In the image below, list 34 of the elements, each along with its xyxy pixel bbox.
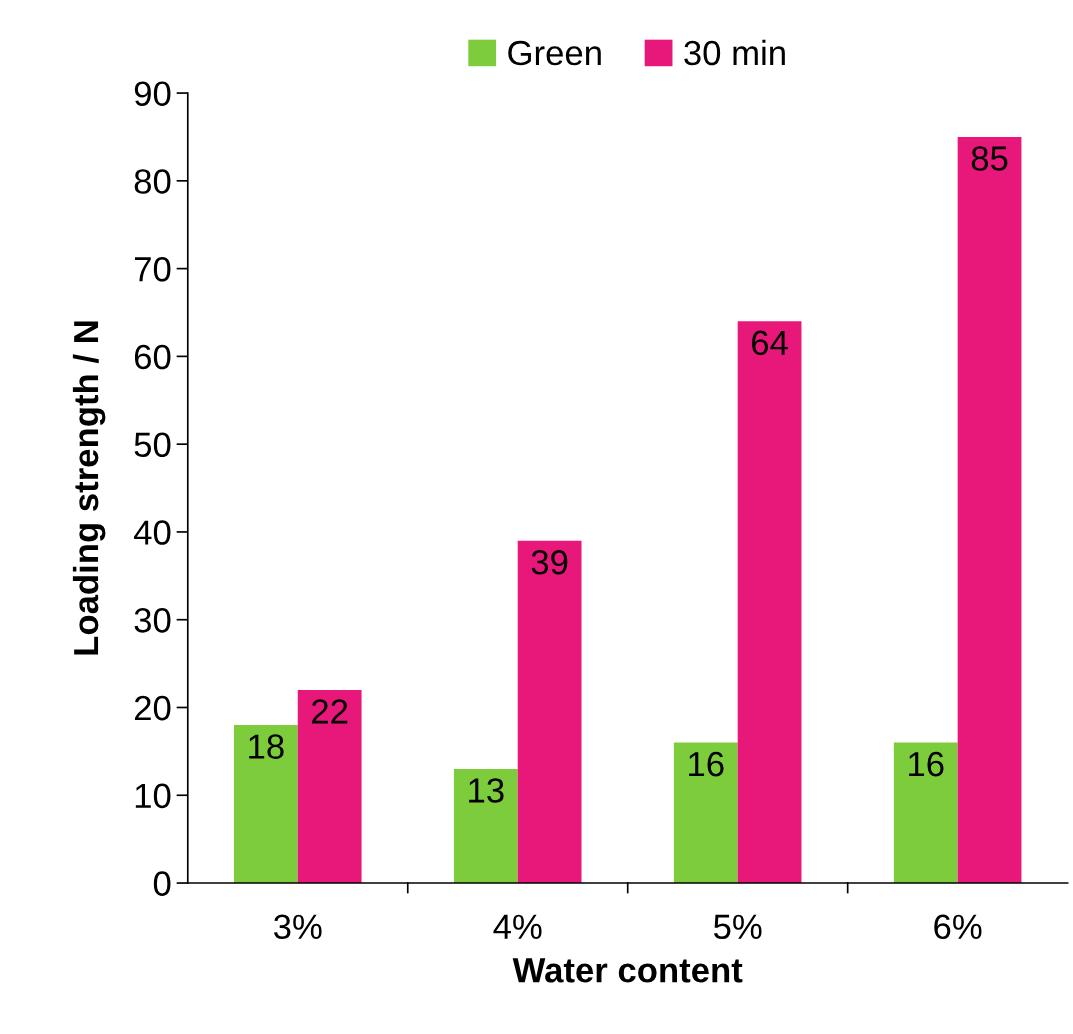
y-tick-label: 60 [134, 344, 171, 370]
y-tick-label: 30 [134, 608, 171, 633]
bar [233, 725, 298, 884]
data-label: 64 [752, 330, 788, 356]
bar [297, 689, 362, 884]
data-label: 18 [249, 734, 284, 759]
bar [893, 742, 958, 884]
bar [517, 540, 582, 884]
data-label: 16 [689, 751, 724, 777]
y-tick-label: 20 [134, 695, 171, 721]
y-tick-label: 90 [134, 81, 171, 106]
x-tick-label: 6% [934, 914, 982, 940]
x-tick-label: 4% [493, 914, 542, 939]
bar [737, 321, 802, 884]
legend-label: 30 min [684, 39, 785, 66]
y-tick-label: 50 [134, 432, 171, 458]
bar [453, 768, 518, 884]
x-tick-label: 3% [273, 914, 322, 940]
y-tick-label: 0 [153, 871, 171, 896]
bar [673, 742, 738, 884]
data-label: 13 [469, 778, 504, 803]
y-tick-label: 10 [135, 783, 171, 809]
y-tick-label: 70 [134, 256, 171, 282]
bar [957, 136, 1022, 884]
legend-label: Green [508, 40, 601, 66]
data-label: 39 [531, 549, 568, 575]
y-tick-label: 80 [134, 169, 171, 194]
y-tick-label: 40 [133, 520, 171, 545]
x-axis-title: Water content [512, 958, 743, 983]
x-tick-label: 5% [713, 914, 762, 940]
y-axis-title: Loading strength / N [72, 321, 106, 655]
data-label: 22 [312, 699, 348, 724]
data-label: 16 [909, 751, 944, 777]
data-label: 85 [971, 146, 1008, 171]
